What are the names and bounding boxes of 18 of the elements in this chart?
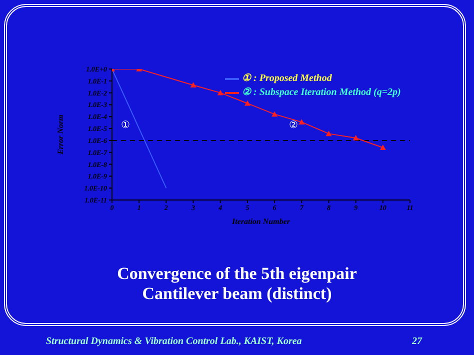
point [326,130,332,136]
point [352,135,359,140]
text: 27 [412,336,422,347]
text: Convergence of the 5th eigenpair [116,264,358,284]
annotation: ① [121,120,130,131]
point [272,111,278,117]
point [217,90,224,96]
x-axis-title: Iteration Number [230,217,291,226]
y-axis-title: Error Norm [56,114,65,156]
text: Cantilever beam (distinct) [141,284,333,304]
annotation: ② [289,120,298,131]
text: Structural Dynamics & Vibration Control Lab., KAIST, Korea [46,336,302,347]
point [190,82,196,88]
legend-label: ① : Proposed Method [242,72,332,86]
point [380,144,386,150]
legend-label: ② : Subspace Iteration Method (q=2p) [242,86,401,100]
point [244,100,250,106]
point [298,119,305,124]
